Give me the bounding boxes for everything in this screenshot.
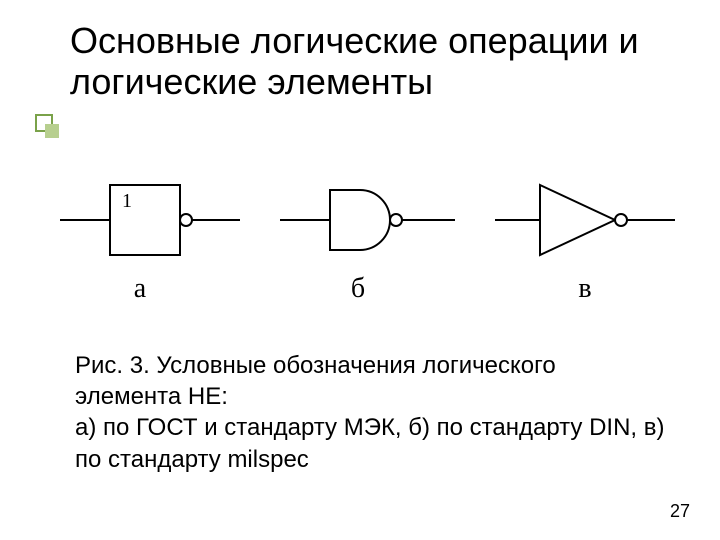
page-number: 27 bbox=[670, 501, 690, 522]
page-title: Основные логические операции и логически… bbox=[70, 20, 670, 103]
svg-text:б: б bbox=[351, 273, 365, 304]
logic-gates-svg: 1 а б в bbox=[40, 165, 680, 315]
title-text: Основные логические операции и логически… bbox=[70, 20, 670, 103]
logic-gates-figure: 1 а б в bbox=[40, 165, 680, 315]
caption-line-1: Рис. 3. Условные обозначения логического… bbox=[75, 350, 665, 412]
figure-caption: Рис. 3. Условные обозначения логического… bbox=[75, 350, 665, 475]
title-bullet-icon bbox=[35, 114, 63, 142]
caption-line-2: а) по ГОСТ и стандарту МЭК, б) по станда… bbox=[75, 412, 665, 474]
svg-text:в: в bbox=[578, 273, 591, 304]
svg-text:1: 1 bbox=[122, 190, 132, 212]
svg-text:а: а bbox=[134, 273, 147, 304]
bullet-inner-square bbox=[45, 124, 59, 138]
